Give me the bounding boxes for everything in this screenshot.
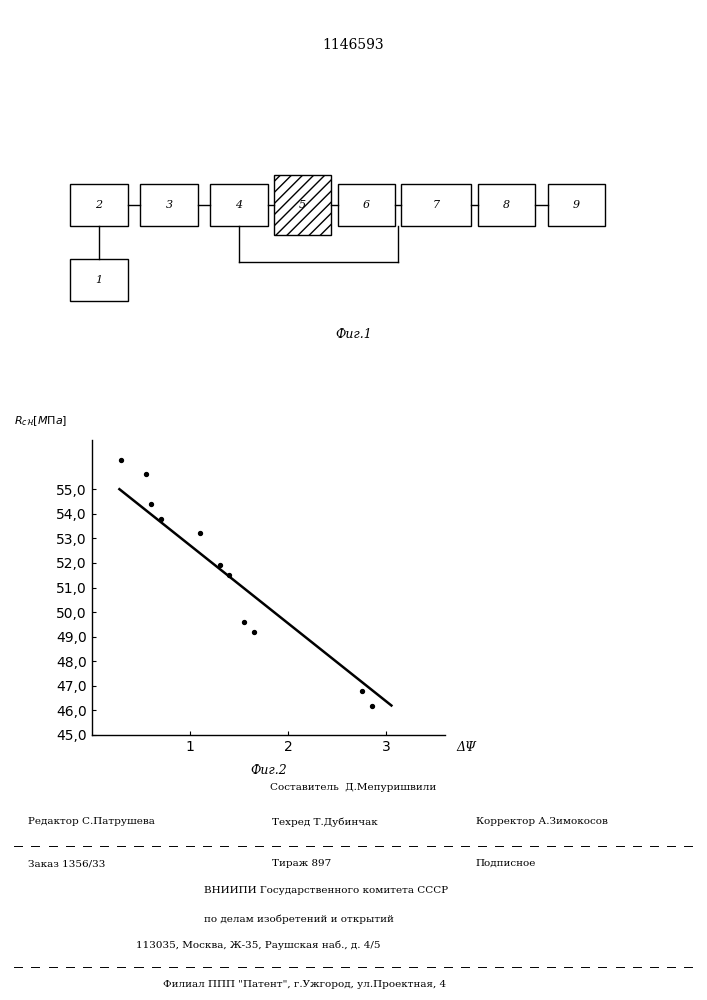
Text: 8: 8: [503, 200, 510, 210]
Point: [155, 511, 166, 527]
Text: 6: 6: [363, 200, 370, 210]
Text: Филиал ППП "Патент", г.Ужгород, ул.Проектная, 4: Филиал ППП "Патент", г.Ужгород, ул.Проек…: [163, 980, 447, 989]
Text: Корректор А.Зимокосов: Корректор А.Зимокосов: [476, 817, 607, 826]
Text: 3: 3: [165, 200, 173, 210]
Text: Составитель  Д.Мепуришвили: Составитель Д.Мепуришвили: [270, 783, 437, 792]
Point: [223, 567, 235, 583]
Bar: [548, 184, 605, 226]
Point: [145, 496, 156, 512]
Text: 4: 4: [235, 200, 243, 210]
Text: 5: 5: [299, 200, 306, 210]
Point: [366, 698, 378, 714]
Text: $R_{c\mathcal{H}}[M\Pi a]$: $R_{c\mathcal{H}}[M\Pi a]$: [14, 414, 67, 428]
Text: Фиг.1: Фиг.1: [335, 328, 372, 340]
Point: [140, 466, 151, 482]
Point: [248, 624, 259, 640]
Bar: [402, 184, 472, 226]
Bar: [274, 175, 332, 235]
Text: 7: 7: [433, 200, 440, 210]
Text: Тираж 897: Тираж 897: [272, 859, 332, 868]
Text: 1: 1: [95, 275, 103, 285]
Text: 1146593: 1146593: [322, 38, 385, 52]
Bar: [71, 184, 128, 226]
Bar: [338, 184, 395, 226]
Text: 2: 2: [95, 200, 103, 210]
Bar: [71, 259, 128, 301]
Point: [356, 683, 368, 699]
Text: ΔΨ: ΔΨ: [456, 741, 476, 754]
Text: ВНИИПИ Государственного комитета СССР: ВНИИПИ Государственного комитета СССР: [204, 886, 448, 895]
Text: Заказ 1356/33: Заказ 1356/33: [28, 859, 105, 868]
Text: Фиг.2: Фиг.2: [250, 764, 287, 778]
Text: Техред Т.Дубинчак: Техред Т.Дубинчак: [272, 817, 378, 827]
Point: [194, 525, 206, 541]
Bar: [141, 184, 198, 226]
Text: 113035, Москва, Ж-35, Раушская наб., д. 4/5: 113035, Москва, Ж-35, Раушская наб., д. …: [136, 941, 381, 950]
Bar: [211, 184, 268, 226]
Point: [238, 614, 250, 630]
Point: [116, 452, 127, 468]
Bar: [478, 184, 535, 226]
Text: по делам изобретений и открытий: по делам изобретений и открытий: [204, 914, 394, 924]
Text: Редактор С.Патрушева: Редактор С.Патрушева: [28, 817, 155, 826]
Point: [214, 557, 226, 573]
Text: 9: 9: [573, 200, 580, 210]
Text: Подписное: Подписное: [476, 859, 536, 868]
